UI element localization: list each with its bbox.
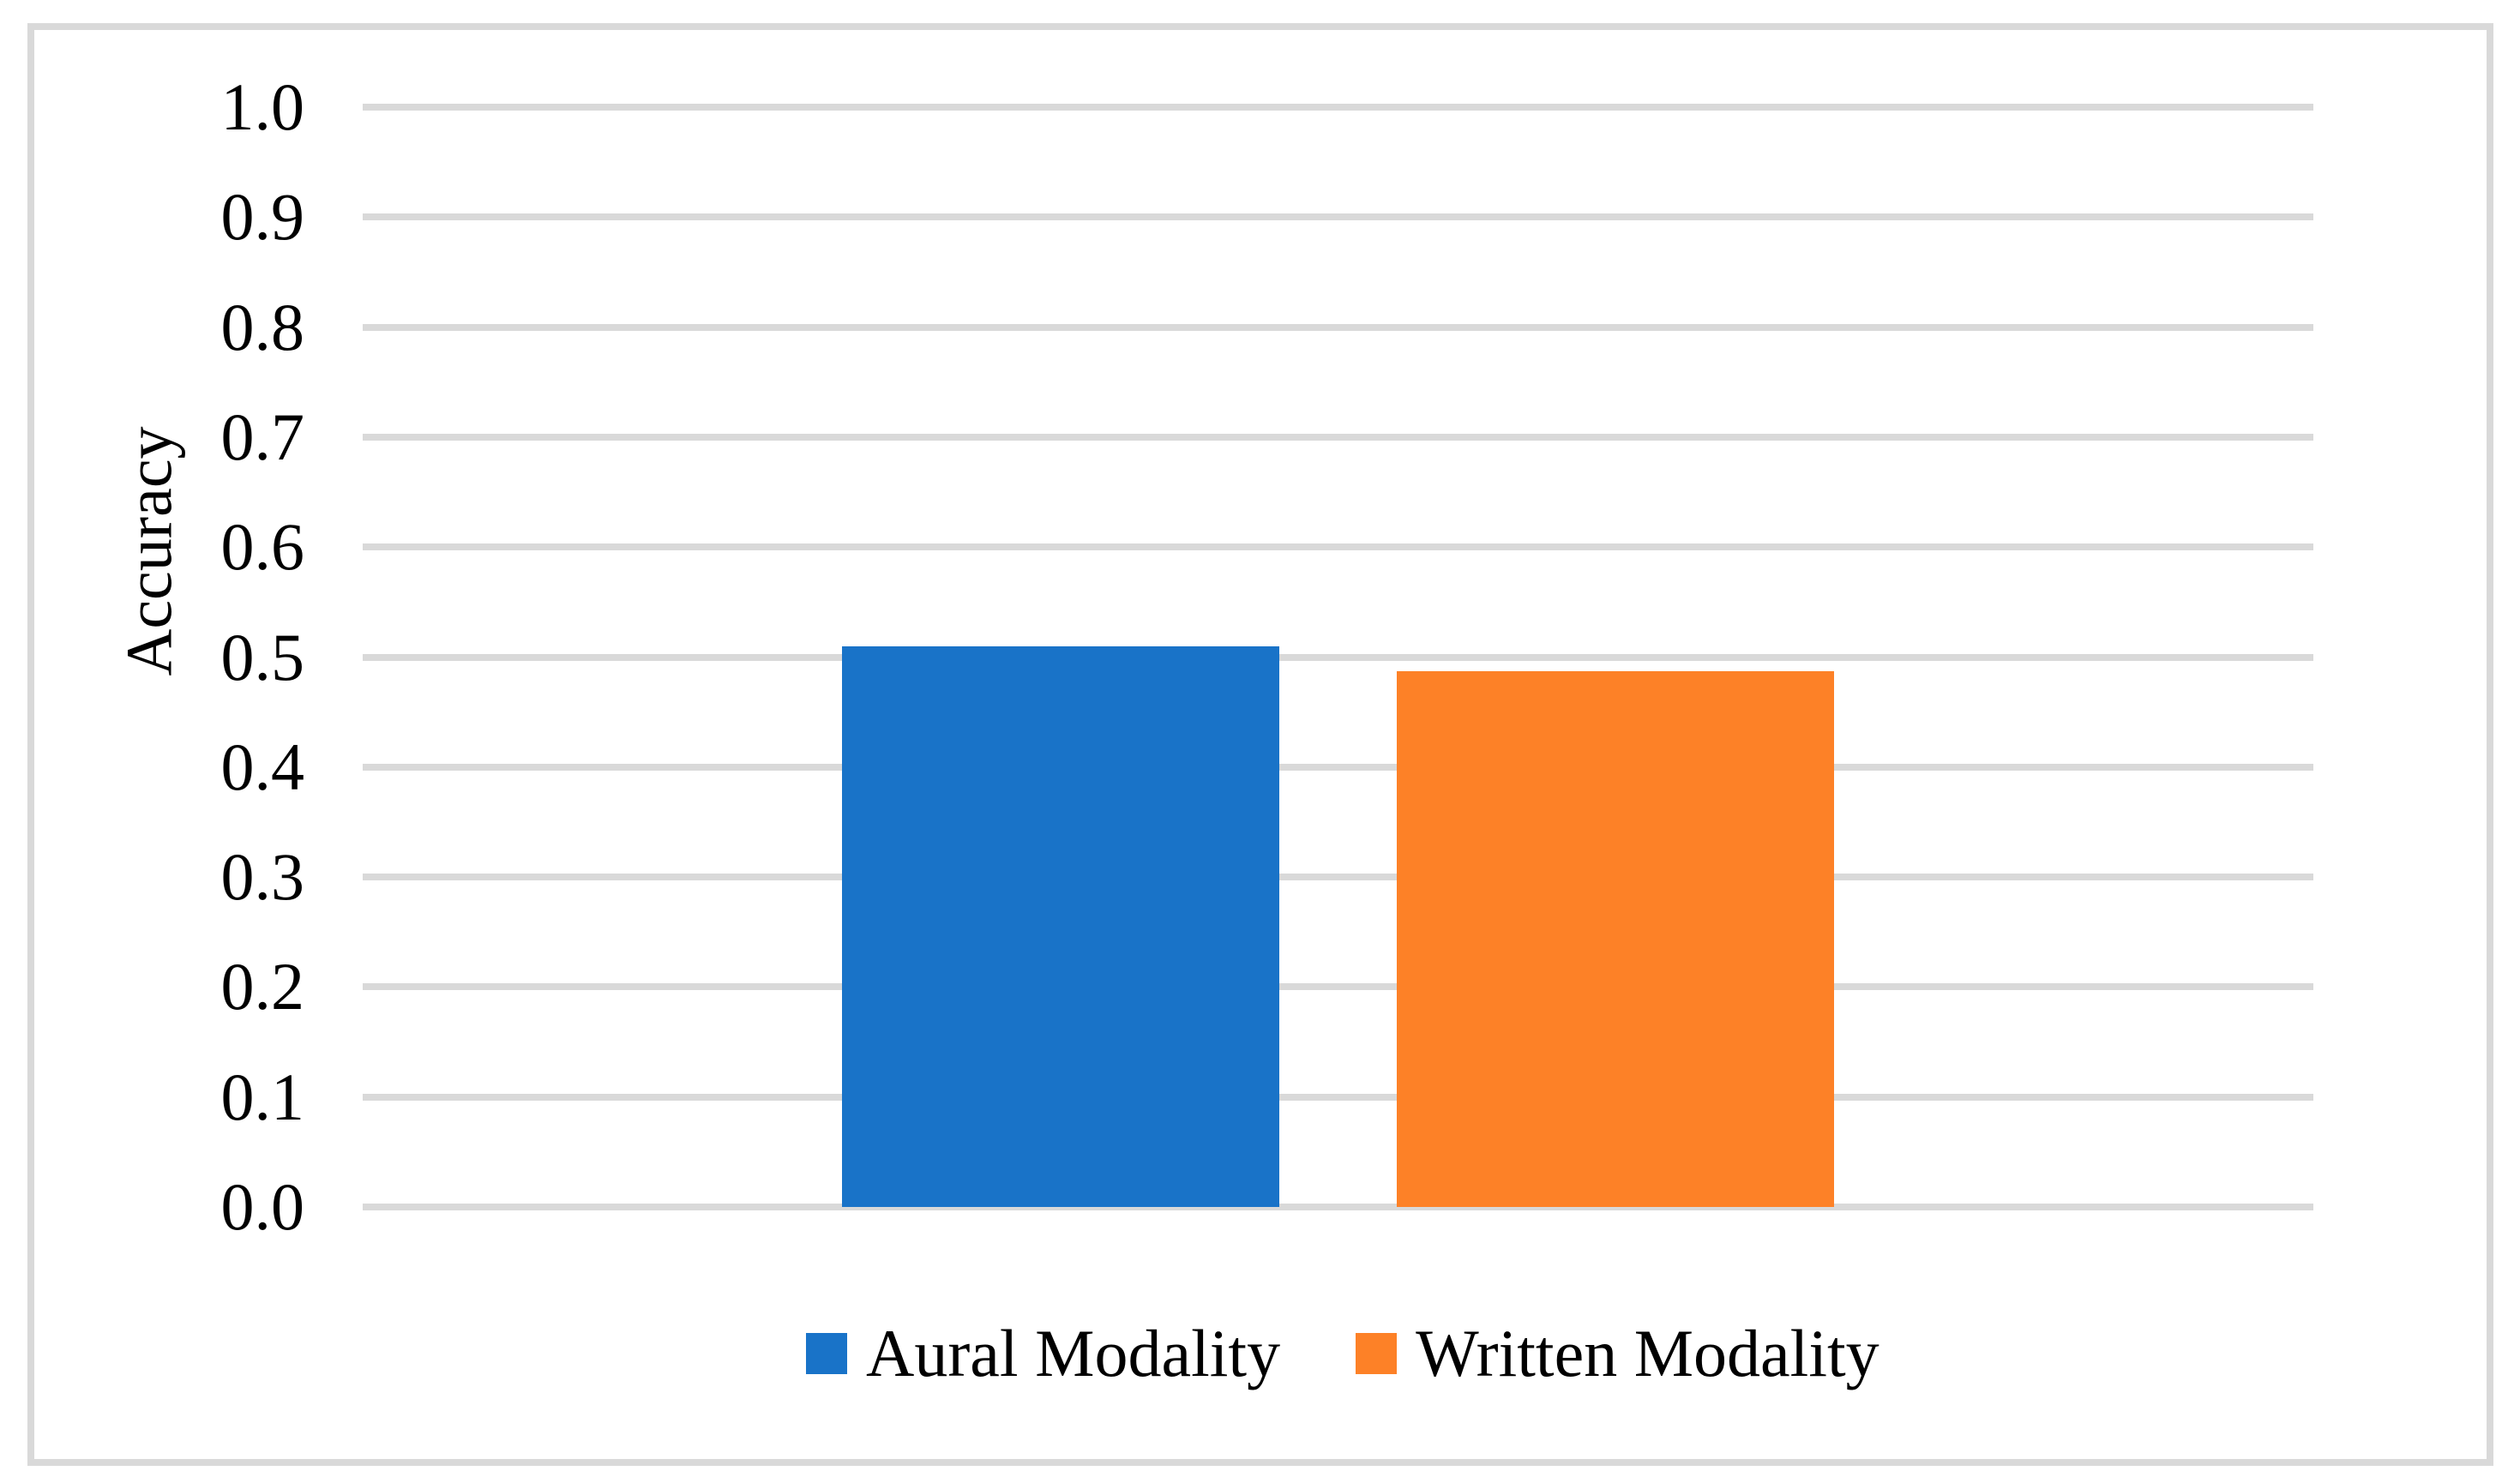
legend-swatch-written-modality (1356, 1333, 1398, 1374)
gridline (363, 433, 2313, 441)
legend-item-aural-modality: Aural Modality (806, 1318, 1280, 1389)
gridline (363, 323, 2313, 331)
bar-written-modality (1397, 671, 1834, 1207)
gridline (363, 1093, 2313, 1101)
y-tick-label: 0.4 (220, 729, 305, 804)
y-tick-label: 1.0 (220, 69, 305, 144)
gridline (363, 543, 2313, 551)
legend-label: Aural Modality (866, 1316, 1281, 1390)
gridline (363, 104, 2313, 111)
y-tick-label: 0.8 (220, 289, 305, 364)
y-tick-label: 0.7 (220, 399, 305, 474)
y-tick-label: 0.6 (220, 509, 305, 585)
gridline (363, 653, 2313, 661)
y-tick-label: 0.2 (220, 949, 305, 1024)
y-tick-label: 0.3 (220, 839, 305, 915)
gridline (363, 1204, 2313, 1210)
gridline (363, 983, 2313, 991)
gridline (363, 213, 2313, 221)
legend: Aural Modality Written Modality (806, 1318, 1879, 1389)
gridline (363, 763, 2313, 771)
y-tick-label: 0.5 (220, 619, 305, 694)
legend-item-written-modality: Written Modality (1356, 1318, 1879, 1389)
y-tick-label: 0.9 (220, 179, 305, 255)
y-tick-label: 0.1 (220, 1059, 305, 1134)
legend-swatch-aural-modality (806, 1333, 847, 1374)
gridline (363, 874, 2313, 881)
bar-aural-modality (842, 645, 1279, 1207)
legend-label: Written Modality (1416, 1316, 1879, 1390)
y-axis-title: Accuracy (113, 426, 186, 676)
y-tick-label: 0.0 (220, 1169, 305, 1244)
